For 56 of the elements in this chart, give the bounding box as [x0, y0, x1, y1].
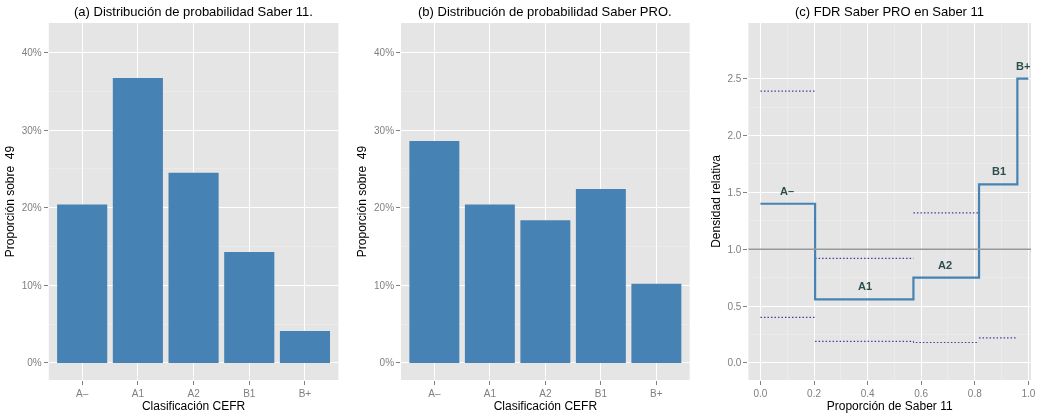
- y-tick-label: 20%: [374, 202, 395, 214]
- y-tick-label: 2.0: [727, 130, 742, 142]
- y-tick-label: 30%: [21, 124, 42, 136]
- y-axis-title: Proporción sobre 49: [355, 145, 370, 258]
- y-tick-label: 1.5: [727, 186, 742, 198]
- y-tick-label: 2.5: [727, 73, 742, 85]
- bar: [57, 204, 108, 363]
- y-tick-label: 20%: [21, 202, 42, 214]
- bar: [464, 204, 515, 363]
- y-tick-label: 0%: [379, 357, 395, 369]
- annotation: B1: [992, 165, 1007, 177]
- x-axis-title: Proporción de Saber 11: [826, 399, 953, 413]
- x-axis-title: Clasificación CEFR: [141, 399, 246, 413]
- x-tick-label: A1: [483, 388, 497, 399]
- chart-title: (b) Distribución de probabilidad Saber PRO.: [418, 4, 672, 19]
- x-tick-label: B+: [650, 388, 663, 399]
- bar: [631, 283, 682, 363]
- bar: [409, 140, 460, 363]
- x-tick-label: 0.8: [967, 388, 983, 399]
- x-tick-label: B1: [594, 388, 608, 399]
- y-tick-label: 0%: [27, 357, 42, 369]
- y-axis-title: Densidad relativa: [708, 154, 723, 248]
- y-tick-label: 30%: [374, 124, 395, 136]
- x-tick-label: B1: [243, 388, 256, 399]
- y-axis-title: Proporción sobre 49: [3, 145, 18, 258]
- x-tick-label: A–: [428, 388, 441, 399]
- annotation: A2: [938, 259, 953, 271]
- y-tick-label: 40%: [374, 46, 395, 58]
- x-tick-label: 1.0: [1021, 388, 1036, 399]
- x-tick-label: A1: [131, 388, 145, 399]
- bar: [112, 78, 163, 363]
- x-tick-label: 0.0: [753, 388, 768, 399]
- x-tick-label: 0.6: [914, 388, 929, 399]
- y-tick-label: 0.5: [727, 300, 742, 312]
- chart-title: (a) Distribución de probabilidad Saber 11.: [74, 4, 313, 19]
- y-tick-label: 0.0: [727, 357, 742, 369]
- annotation: A1: [858, 280, 873, 292]
- x-tick-label: A–: [76, 388, 89, 399]
- y-tick-label: 10%: [21, 279, 42, 291]
- bar: [168, 172, 219, 363]
- x-tick-label: A2: [539, 388, 552, 399]
- bar: [279, 331, 331, 363]
- x-tick-label: B+: [298, 388, 312, 399]
- chart-title: (c) FDR Saber PRO en Saber 11: [795, 4, 985, 19]
- x-tick-label: 0.4: [860, 388, 875, 399]
- annotation: A–: [780, 185, 795, 197]
- y-tick-label: 40%: [21, 46, 42, 58]
- x-tick-label: 0.2: [807, 388, 822, 399]
- annotation: B+: [1016, 60, 1031, 72]
- y-tick-label: 1.0: [727, 243, 742, 255]
- x-tick-label: A2: [187, 388, 201, 399]
- bar: [520, 220, 571, 363]
- bar: [575, 189, 626, 363]
- x-axis-title: Clasificación CEFR: [493, 399, 598, 413]
- bar: [224, 251, 275, 363]
- y-tick-label: 10%: [374, 279, 395, 291]
